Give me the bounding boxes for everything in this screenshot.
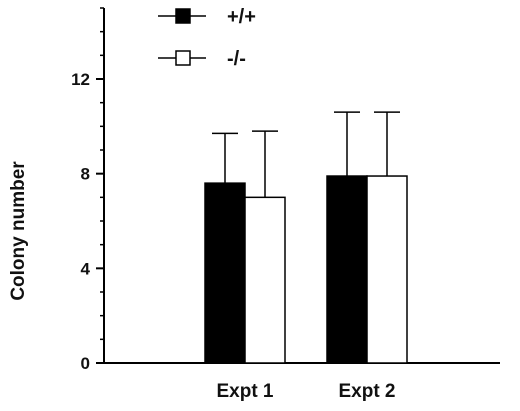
legend-label: -/- bbox=[227, 48, 246, 70]
x-tick-label: Expt 1 bbox=[216, 381, 273, 402]
legend-marker bbox=[175, 50, 191, 66]
bar-knockout-2 bbox=[366, 175, 408, 364]
error-bars bbox=[212, 111, 400, 198]
y-axis-title: Colony number bbox=[8, 161, 29, 301]
y-ticks: 0 4 8 12 bbox=[71, 7, 104, 373]
bar-wildtype-1 bbox=[204, 182, 246, 364]
x-tick-label: Expt 2 bbox=[338, 381, 395, 402]
bar-wildtype-2 bbox=[326, 175, 368, 364]
x-tick-labels: Expt 1 Expt 2 bbox=[216, 381, 395, 402]
y-tick-label: 12 bbox=[71, 70, 90, 89]
y-tick-label: 8 bbox=[81, 165, 90, 184]
legend-label: +/+ bbox=[227, 6, 256, 28]
axes bbox=[103, 8, 500, 364]
legend: +/+ -/- bbox=[158, 6, 256, 70]
y-tick-label: 4 bbox=[81, 259, 91, 278]
legend-marker bbox=[175, 8, 191, 24]
bar-knockout-1 bbox=[244, 196, 286, 364]
bars bbox=[204, 175, 408, 364]
y-tick-label: 0 bbox=[81, 354, 90, 373]
